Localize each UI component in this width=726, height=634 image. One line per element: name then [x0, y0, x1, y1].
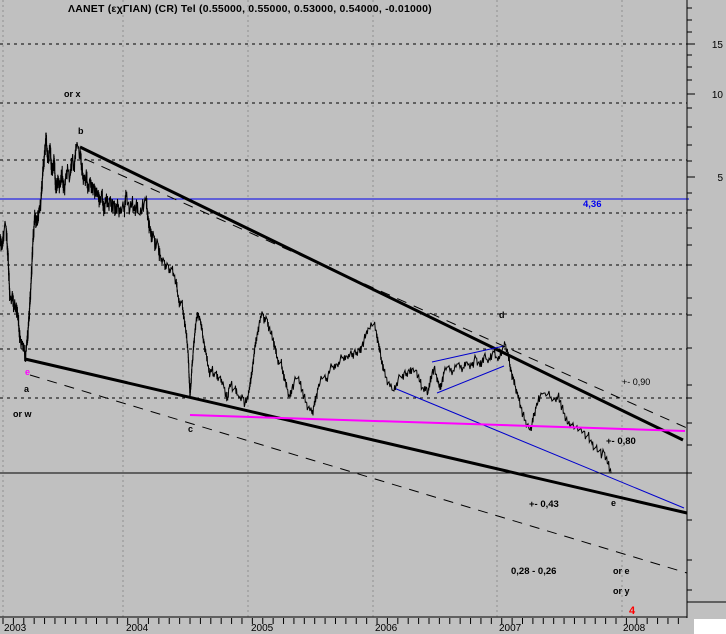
y-axis: 15 10 5: [686, 0, 726, 618]
upper-channel-dashed: [84, 158, 688, 429]
projection-line: [393, 387, 685, 509]
annotation-e: e: [25, 367, 30, 377]
annotation--0-43: +- 0,43: [529, 499, 559, 510]
trendlines: [0, 145, 689, 574]
x-axis-year-label: 2008: [623, 623, 646, 634]
price-line: [0, 132, 612, 474]
annotation-e: e: [611, 498, 616, 508]
x-axis-year-label: 2006: [375, 623, 398, 634]
price-series: [0, 132, 612, 474]
annotation-or-e: or e: [613, 566, 630, 576]
y-axis-label: 15: [712, 40, 724, 51]
magenta-support-line: [189, 414, 686, 432]
overlay-lines: [189, 414, 686, 432]
annotation-or-y: or y: [613, 586, 630, 596]
annotation-or-w: or w: [13, 409, 33, 419]
x-axis: 2003 2004 2005 2006 2007 2008: [0, 616, 687, 634]
annotation-c: c: [188, 424, 193, 434]
wedge-upper-line: [431, 345, 505, 363]
vertical-gridlines: [2, 0, 623, 617]
x-axis-year-label: 2004: [126, 623, 149, 634]
lower-trendline: [24, 357, 688, 515]
axis-corner: [694, 619, 726, 634]
annotation-d: d: [499, 310, 505, 320]
horizontal-gridlines: [0, 43, 687, 399]
wedge-lower-line: [436, 365, 505, 394]
annotation-4: 4: [629, 605, 636, 617]
chart-title: ΛΑΝΕΤ (εχΓΙΑΝ) (CR) Tel (0.55000, 0.5500…: [68, 3, 432, 15]
annotation-a: a: [24, 384, 30, 394]
annotation-b: b: [78, 126, 84, 136]
annotation-0-28-0-26: 0,28 - 0,26: [511, 566, 556, 577]
y-axis-label: 10: [712, 90, 724, 101]
annotation-4-36: 4,36: [583, 199, 602, 210]
annotation-or-x: or x: [64, 89, 81, 99]
x-axis-year-label: 2007: [499, 623, 522, 634]
x-axis-year-label: 2003: [4, 623, 27, 634]
lower-channel-dashed: [29, 374, 688, 574]
y-axis-label: 5: [717, 173, 723, 184]
x-axis-year-label: 2005: [251, 623, 274, 634]
annotation--0-80: +- 0,80: [606, 436, 636, 447]
upper-trendline: [79, 145, 684, 442]
annotation--0-90: +- 0,90: [622, 377, 650, 387]
